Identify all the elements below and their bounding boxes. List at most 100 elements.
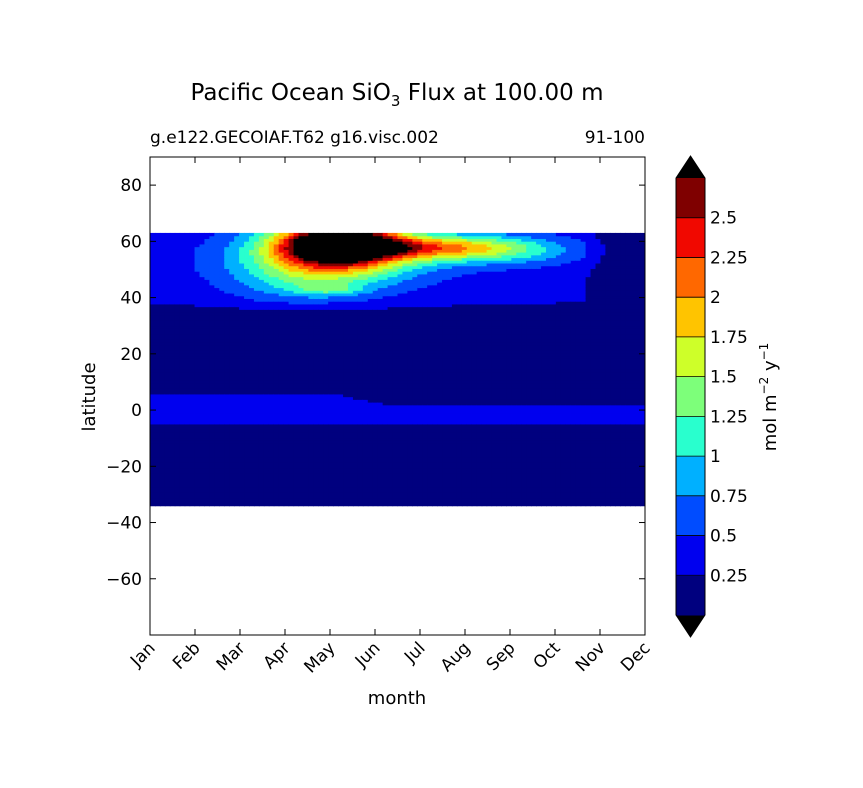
contour-cell: [352, 426, 359, 430]
contour-cell: [229, 254, 235, 259]
contour-cell: [154, 453, 161, 458]
contour-cell: [268, 372, 275, 376]
contour-cell: [313, 396, 319, 400]
contour-cell: [387, 309, 394, 313]
contour-cell: [372, 352, 379, 357]
contour-cell: [298, 442, 305, 447]
contour-cell: [179, 489, 186, 493]
contour-cell: [194, 282, 201, 286]
contour-cell: [387, 407, 394, 411]
contour-cell: [298, 434, 305, 439]
contour-cell: [313, 483, 319, 488]
contour-cell: [179, 350, 186, 354]
contour-cell: [362, 298, 369, 302]
contour-cell: [253, 486, 260, 490]
contour-cell: [352, 342, 359, 346]
contour-cell: [387, 472, 394, 477]
contour-cell: [382, 235, 389, 239]
contour-cell: [174, 241, 181, 245]
contour-cell: [159, 391, 166, 395]
contour-cell: [244, 303, 250, 308]
contour-cell: [308, 399, 314, 403]
contour-cell: [313, 235, 319, 239]
contour-cell: [273, 257, 280, 261]
contour-cell: [352, 246, 359, 250]
contour-cell: [338, 407, 344, 411]
contour-cell: [249, 282, 255, 286]
contour-cell: [323, 254, 329, 259]
contour-cell: [184, 369, 191, 373]
contour-cell: [189, 497, 196, 501]
contour-cell: [338, 388, 344, 392]
contour-cell: [343, 358, 349, 362]
contour-cell: [372, 437, 379, 441]
contour-cell: [224, 497, 230, 501]
contour-cell: [164, 254, 171, 259]
contour-cell: [283, 393, 290, 398]
contour-cell: [362, 385, 369, 389]
contour-cell: [258, 410, 265, 414]
contour-cell: [288, 483, 295, 488]
contour-cell: [348, 317, 354, 321]
contour-cell: [239, 500, 245, 504]
contour-cell: [184, 437, 191, 441]
contour-cell: [184, 276, 191, 280]
contour-cell: [382, 361, 389, 365]
contour-cell: [244, 243, 250, 248]
contour-cell: [189, 478, 196, 482]
contour-cell: [303, 352, 309, 357]
contour-cell: [253, 459, 260, 463]
contour-cell: [263, 262, 270, 267]
contour-cell: [318, 412, 324, 417]
contour-cell: [174, 238, 181, 242]
contour-cell: [268, 391, 275, 395]
contour-cell: [268, 325, 275, 329]
contour-cell: [224, 333, 230, 338]
contour-cell: [318, 402, 324, 406]
contour-cell: [164, 276, 171, 280]
contour-cell: [367, 298, 374, 302]
contour-cell: [348, 445, 354, 449]
contour-cell: [159, 467, 166, 471]
contour-cell: [348, 432, 354, 436]
contour-cell: [219, 276, 225, 280]
contour-cell: [209, 410, 215, 414]
contour-cell: [224, 232, 230, 237]
contour-cell: [313, 404, 319, 409]
contour-cell: [387, 312, 394, 316]
contour-cell: [244, 312, 250, 316]
contour-cell: [189, 260, 196, 264]
contour-cell: [303, 241, 309, 245]
contour-cell: [214, 268, 220, 272]
contour-cell: [343, 273, 349, 278]
contour-cell: [392, 339, 399, 343]
contour-cell: [372, 246, 379, 250]
contour-cell: [288, 497, 295, 501]
contour-cell: [343, 282, 349, 286]
contour-cell: [219, 306, 225, 310]
contour-cell: [268, 445, 275, 449]
contour-cell: [303, 361, 309, 365]
contour-cell: [164, 472, 171, 477]
contour-cell: [189, 486, 196, 490]
contour-cell: [244, 336, 250, 340]
contour-cell: [154, 426, 161, 430]
contour-cell: [199, 382, 206, 387]
contour-cell: [169, 312, 176, 316]
contour-cell: [159, 241, 166, 245]
contour-cell: [348, 268, 354, 272]
contour-cell: [377, 325, 384, 329]
contour-cell: [214, 423, 220, 428]
contour-cell: [189, 331, 196, 335]
contour-cell: [234, 418, 240, 422]
contour-cell: [382, 404, 389, 409]
contour-cell: [150, 331, 156, 335]
contour-cell: [308, 366, 314, 370]
contour-cell: [283, 260, 290, 264]
contour-cell: [154, 418, 161, 422]
contour-cell: [229, 238, 235, 242]
contour-cell: [263, 377, 270, 381]
contour-cell: [382, 429, 389, 433]
contour-cell: [333, 284, 339, 289]
contour-cell: [387, 380, 394, 384]
